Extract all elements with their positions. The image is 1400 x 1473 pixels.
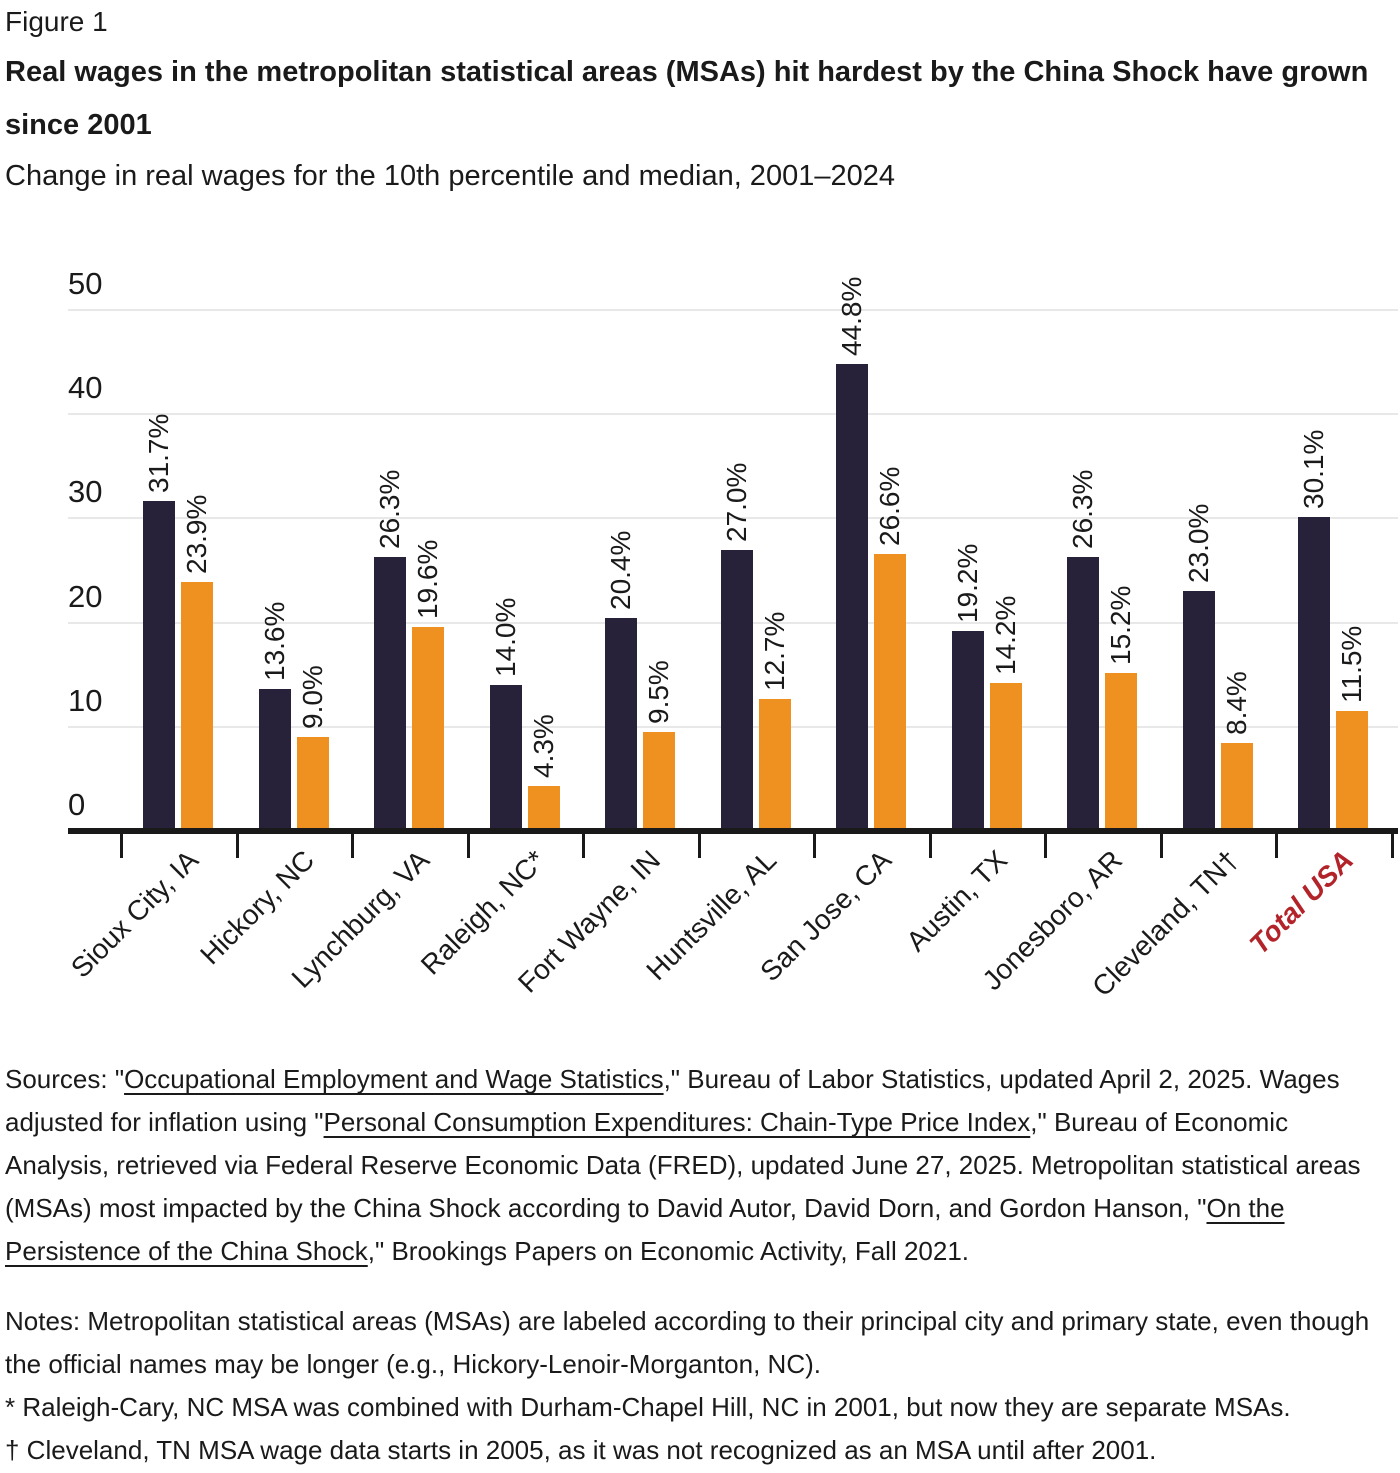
footnote-line: † Cleveland, TN MSA wage data starts in … <box>5 1435 1157 1465</box>
y-axis-tick-label: 0 <box>68 787 86 822</box>
gridline <box>68 517 1398 520</box>
bar-10th-percentile <box>489 685 522 831</box>
bar-value-label: 23.0% <box>1182 503 1214 584</box>
bar-median <box>758 698 791 831</box>
bar-10th-percentile <box>1182 591 1215 831</box>
bar-value-label: 27.0% <box>720 462 752 542</box>
source-link[interactable]: Personal Consumption Expenditures: Chain… <box>323 1107 1031 1137</box>
y-axis-tick-label: 20 <box>68 578 103 614</box>
source-link[interactable]: On the Persistence of the China Shock <box>5 1193 1285 1266</box>
axis-tick <box>1275 834 1278 858</box>
axis-tick <box>235 834 239 858</box>
bar-median <box>989 683 1022 831</box>
bar-value-label: 11.5% <box>1336 625 1367 704</box>
footnotes: Notes: Metropolitan statistical areas (M… <box>5 1300 1395 1472</box>
bar-value-label: 26.3% <box>1067 469 1098 549</box>
axis-tick <box>697 834 701 858</box>
bar-10th-percentile <box>374 556 406 831</box>
bar-10th-percentile <box>836 364 868 831</box>
source-link[interactable]: Occupational Employment and Wage Statist… <box>124 1064 664 1094</box>
bar-value-label: 44.8% <box>836 276 867 357</box>
y-axis-tick-label: 10 <box>68 682 103 718</box>
bar-10th-percentile <box>720 549 753 831</box>
bar-median <box>412 626 444 831</box>
bar-value-label: 12.7% <box>758 611 790 691</box>
bar-value-label: 19.6% <box>412 539 443 619</box>
bar-value-label: 19.2% <box>951 543 983 623</box>
bar-10th-percentile <box>605 618 637 831</box>
axis-tick <box>351 834 354 858</box>
bar-median <box>643 732 675 831</box>
bar-value-label: 14.2% <box>989 595 1021 676</box>
bar-median <box>527 786 560 831</box>
bar-value-label: 20.4% <box>605 531 636 611</box>
bar-10th-percentile <box>1067 556 1099 831</box>
source-text: Sources: " <box>5 1064 125 1094</box>
bar-median <box>1220 743 1253 831</box>
bar-median <box>874 553 906 831</box>
axis-tick <box>928 834 932 858</box>
bar-10th-percentile <box>951 630 984 831</box>
bar-value-label: 15.2% <box>1105 585 1136 665</box>
axis-tick <box>1159 834 1163 858</box>
bar-value-label: 26.3% <box>374 469 405 549</box>
bar-value-label: 26.6% <box>874 466 905 546</box>
bar-value-label: 30.1% <box>1298 429 1329 510</box>
gridline <box>68 413 1398 416</box>
footnote-line: Notes: Metropolitan statistical areas (M… <box>5 1306 1370 1379</box>
bar-median <box>1105 672 1137 831</box>
bar-value-label: 23.9% <box>181 494 212 574</box>
bar-10th-percentile <box>143 500 175 831</box>
x-axis-line <box>68 828 1398 834</box>
axis-tick <box>1044 834 1047 858</box>
footnote-line: * Raleigh-Cary, NC MSA was combined with… <box>5 1392 1291 1422</box>
chart-title: Real wages in the metropolitan statistic… <box>5 56 1369 141</box>
bar-value-label: 8.4% <box>1220 671 1252 736</box>
bar-median <box>1336 711 1368 831</box>
bar-value-label: 9.5% <box>643 660 674 724</box>
axis-tick <box>1390 834 1394 858</box>
chart-subtitle: Change in real wages for the 10th percen… <box>5 160 895 192</box>
axis-tick <box>582 834 585 858</box>
sources-note: Sources: "Occupational Employment and Wa… <box>5 1058 1395 1273</box>
source-text: ," Bureau of Economic Analysis, retrieve… <box>5 1107 1361 1223</box>
gridline <box>68 309 1398 311</box>
source-text: ," Brookings Papers on Economic Activity… <box>367 1236 970 1266</box>
bar-10th-percentile <box>258 689 291 831</box>
bar-value-label: 9.0% <box>296 665 328 730</box>
bar-chart: 0 10 20 30 40 50 31.7% 23.9% 13.6% 9.0% 26.3% 19.6%… <box>0 250 1400 1058</box>
source-text: ," Bureau of Labor Statistics, updated A… <box>5 1064 1340 1137</box>
bar-value-label: 4.3% <box>527 714 559 779</box>
bar-10th-percentile <box>1298 517 1330 831</box>
y-axis-tick-label: 40 <box>68 370 103 406</box>
axis-tick <box>466 834 470 858</box>
axis-tick <box>120 834 123 858</box>
figure-label: Figure 1 <box>5 6 108 37</box>
axis-tick <box>813 834 816 858</box>
bar-value-label: 31.7% <box>143 413 174 493</box>
bar-value-label: 14.0% <box>489 597 521 678</box>
bar-median <box>296 737 329 831</box>
y-axis-tick-label: 50 <box>68 266 103 301</box>
bar-median <box>181 581 213 831</box>
bar-value-label: 13.6% <box>258 601 290 682</box>
y-axis-tick-label: 30 <box>68 474 103 510</box>
